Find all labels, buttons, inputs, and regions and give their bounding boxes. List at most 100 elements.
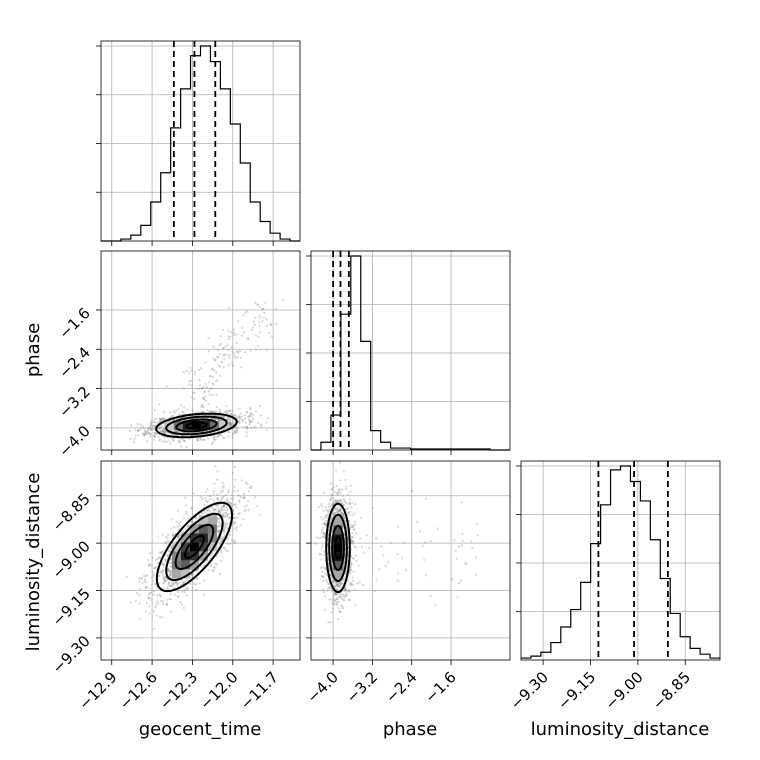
sample-point-luminosity_distance_vs_phase [335, 588, 338, 591]
sample-point-luminosity_distance_vs_geocent_time [168, 597, 171, 601]
sample-point-phase_vs_geocent_time [226, 411, 229, 415]
sample-point-phase_vs_geocent_time [188, 380, 191, 383]
sample-point-phase_vs_geocent_time [201, 397, 205, 400]
hist-bin-phase [381, 442, 391, 450]
sample-point-luminosity_distance_vs_phase [342, 470, 345, 473]
sample-point-luminosity_distance_vs_phase [329, 505, 332, 508]
sample-point-phase_vs_geocent_time [224, 410, 227, 414]
sample-point-luminosity_distance_vs_geocent_time [211, 508, 214, 511]
sample-point-phase_vs_geocent_time [240, 356, 243, 360]
sample-point-phase_vs_geocent_time [261, 319, 264, 323]
sample-point-phase_vs_geocent_time [223, 436, 226, 439]
sample-point-luminosity_distance_vs_geocent_time [210, 564, 213, 568]
sample-point-phase_vs_geocent_time [249, 349, 252, 352]
sample-point-luminosity_distance_vs_geocent_time [171, 534, 174, 537]
sample-point-phase_vs_geocent_time [132, 440, 136, 444]
sample-point-phase_vs_geocent_time [162, 416, 165, 420]
contour-phase_vs_geocent_time-3 [155, 412, 238, 439]
sample-point-phase_vs_geocent_time [228, 422, 232, 425]
sample-point-luminosity_distance_vs_geocent_time [227, 489, 230, 492]
sample-point-luminosity_distance_vs_geocent_time [147, 597, 150, 600]
sample-point-phase_vs_geocent_time [207, 402, 210, 405]
sample-point-phase_vs_geocent_time [258, 331, 261, 334]
sample-point-luminosity_distance_vs_geocent_time [229, 502, 232, 505]
sample-point-luminosity_distance_vs_geocent_time [153, 567, 157, 570]
sample-point-luminosity_distance_vs_geocent_time [161, 616, 164, 619]
sample-point-phase_vs_geocent_time [224, 345, 227, 348]
sample-point-phase_vs_geocent_time [207, 336, 210, 339]
sample-point-luminosity_distance_vs_geocent_time [218, 573, 221, 576]
sample-point-luminosity_distance_vs_phase [352, 570, 355, 573]
sample-point-phase_vs_geocent_time [179, 431, 182, 434]
density-cell-luminosity_distance_vs_geocent_time [171, 542, 181, 552]
sample-point-phase_vs_geocent_time [237, 349, 240, 353]
sample-point-luminosity_distance_vs_geocent_time [164, 579, 167, 582]
sample-point-luminosity_distance_vs_geocent_time [248, 486, 251, 489]
sample-point-phase_vs_geocent_time [205, 399, 208, 402]
sample-point-phase_vs_geocent_time [141, 432, 145, 435]
sample-point-luminosity_distance_vs_geocent_time [180, 590, 183, 593]
sample-point-phase_vs_geocent_time [157, 427, 160, 430]
sample-point-luminosity_distance_vs_geocent_time [226, 500, 230, 503]
sample-point-luminosity_distance_vs_geocent_time [169, 592, 172, 595]
sample-point-luminosity_distance_vs_geocent_time [158, 556, 162, 559]
sample-point-phase_vs_geocent_time [248, 414, 251, 417]
sample-point-phase_vs_geocent_time [247, 415, 250, 419]
sample-point-luminosity_distance_vs_geocent_time [160, 571, 163, 574]
sample-point-luminosity_distance_vs_geocent_time [222, 529, 225, 532]
sample-point-phase_vs_geocent_time [238, 416, 241, 419]
sample-point-phase_vs_geocent_time [203, 438, 206, 441]
sample-point-luminosity_distance_vs_geocent_time [232, 503, 236, 506]
sample-point-phase_vs_geocent_time [163, 430, 166, 433]
sample-point-luminosity_distance_vs_geocent_time [161, 551, 164, 554]
sample-point-luminosity_distance_vs_geocent_time [155, 603, 158, 606]
sample-point-phase_vs_geocent_time [250, 415, 253, 418]
sample-point-luminosity_distance_vs_phase [424, 541, 427, 544]
sample-point-phase_vs_geocent_time [206, 437, 210, 440]
sample-point-phase_vs_geocent_time [265, 348, 268, 351]
sample-point-phase_vs_geocent_time [231, 421, 234, 425]
sample-point-phase_vs_geocent_time [138, 428, 141, 432]
sample-point-luminosity_distance_vs_phase [337, 606, 340, 610]
sample-point-luminosity_distance_vs_phase [341, 598, 345, 601]
sample-point-phase_vs_geocent_time [265, 428, 268, 431]
hist-bin-geocent_time [230, 124, 240, 241]
sample-point-luminosity_distance_vs_geocent_time [144, 610, 148, 613]
sample-point-phase_vs_geocent_time [155, 432, 158, 435]
sample-point-luminosity_distance_vs_geocent_time [172, 533, 175, 536]
sample-point-luminosity_distance_vs_geocent_time [206, 500, 210, 503]
sample-point-luminosity_distance_vs_phase [353, 545, 356, 548]
sample-point-luminosity_distance_vs_phase [335, 601, 338, 604]
sample-point-phase_vs_geocent_time [248, 415, 251, 418]
sample-point-luminosity_distance_vs_geocent_time [162, 563, 165, 566]
sample-point-phase_vs_geocent_time [217, 418, 220, 422]
sample-point-luminosity_distance_vs_phase [320, 516, 323, 519]
density-cell-luminosity_distance_vs_geocent_time [207, 515, 217, 525]
sample-point-phase_vs_geocent_time [209, 375, 212, 378]
sample-point-luminosity_distance_vs_geocent_time [138, 580, 141, 583]
sample-point-phase_vs_geocent_time [161, 430, 164, 433]
sample-point-phase_vs_geocent_time [153, 434, 156, 437]
sample-point-phase_vs_geocent_time [151, 428, 154, 431]
sample-point-luminosity_distance_vs_phase [329, 587, 333, 590]
sample-point-phase_vs_geocent_time [261, 307, 264, 311]
sample-point-phase_vs_geocent_time [257, 335, 260, 338]
sample-point-luminosity_distance_vs_phase [421, 544, 425, 547]
sample-point-phase_vs_geocent_time [213, 418, 216, 421]
sample-point-luminosity_distance_vs_geocent_time [228, 512, 231, 515]
sample-point-luminosity_distance_vs_geocent_time [227, 501, 230, 504]
sample-point-luminosity_distance_vs_phase [336, 618, 340, 621]
sample-point-luminosity_distance_vs_phase [334, 469, 338, 472]
sample-point-luminosity_distance_vs_geocent_time [143, 578, 147, 581]
sample-point-phase_vs_geocent_time [214, 438, 217, 442]
sample-point-phase_vs_geocent_time [263, 311, 266, 315]
sample-point-luminosity_distance_vs_geocent_time [168, 584, 171, 587]
sample-point-luminosity_distance_vs_phase [343, 499, 346, 502]
sample-point-phase_vs_geocent_time [234, 430, 237, 433]
sample-point-luminosity_distance_vs_phase [470, 540, 473, 543]
sample-point-luminosity_distance_vs_geocent_time [202, 564, 205, 567]
xtick-label-luminosity_distance: −9.00 [601, 668, 646, 713]
sample-point-phase_vs_geocent_time [179, 445, 183, 448]
sample-point-luminosity_distance_vs_geocent_time [217, 507, 220, 510]
sample-point-phase_vs_geocent_time [161, 440, 164, 443]
